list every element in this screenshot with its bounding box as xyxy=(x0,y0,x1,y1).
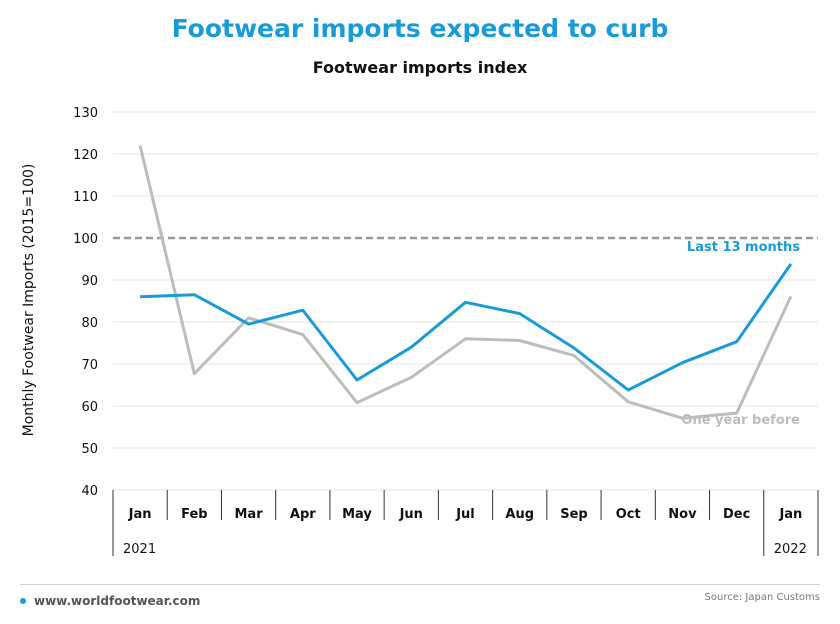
x-axis: Jan Feb Mar Apr May Jun Jul Aug Sep Oct Nov Dec Jan 2… xyxy=(112,490,819,557)
gridlines xyxy=(113,111,818,491)
y-tick-label: 50 xyxy=(81,442,98,457)
y-tick-label: 70 xyxy=(81,358,98,373)
line-chart: 40 50 60 70 80 90 100 110 120 130 Monthly Footwea… xyxy=(21,106,819,557)
site-url: www.worldfootwear.com xyxy=(34,594,201,608)
x-tick-label: Mar xyxy=(235,507,264,522)
x-tick-label: Nov xyxy=(668,507,697,522)
series-line-last-13-months xyxy=(140,263,793,392)
x-tick-label: Dec xyxy=(723,507,750,522)
series-lines: Last 13 months One year before xyxy=(138,145,800,428)
x-tick-label: Jan xyxy=(128,507,152,522)
year-label: 2022 xyxy=(774,542,807,557)
y-tick-label: 130 xyxy=(73,106,98,121)
x-tick-label: Feb xyxy=(181,507,207,522)
y-axis-ticks: 40 50 60 70 80 90 100 110 120 130 xyxy=(73,106,98,499)
source-note: Source: Japan Customs xyxy=(704,592,820,603)
series-label: One year before xyxy=(681,413,800,428)
series-line-one-year-before xyxy=(138,145,793,420)
y-tick-label: 110 xyxy=(73,190,98,205)
y-axis-label: Monthly Footwear Imports (2015=100) xyxy=(21,164,37,437)
x-tick-label: Apr xyxy=(290,507,316,522)
series-label: Last 13 months xyxy=(687,240,800,255)
y-tick-label: 80 xyxy=(81,316,98,331)
chart-subtitle: Footwear imports index xyxy=(312,58,528,77)
x-tick-label: Jan xyxy=(778,507,802,522)
y-tick-label: 90 xyxy=(81,274,98,289)
site-link[interactable]: www.worldfootwear.com xyxy=(20,594,200,608)
x-tick-label: Jul xyxy=(455,507,475,522)
chart-title: Footwear imports expected to curb xyxy=(171,14,669,43)
y-tick-label: 60 xyxy=(81,400,98,415)
year-label: 2021 xyxy=(123,542,156,557)
x-tick-label: May xyxy=(342,507,372,522)
y-tick-label: 100 xyxy=(73,232,98,247)
x-tick-label: Aug xyxy=(505,507,534,522)
bullet-dot-icon xyxy=(20,598,26,604)
x-tick-label: Jun xyxy=(399,507,423,522)
x-tick-label: Oct xyxy=(616,507,641,522)
y-tick-label: 120 xyxy=(73,148,98,163)
y-tick-label: 40 xyxy=(81,484,98,499)
x-tick-label: Sep xyxy=(560,507,588,522)
footer-divider xyxy=(20,584,820,585)
